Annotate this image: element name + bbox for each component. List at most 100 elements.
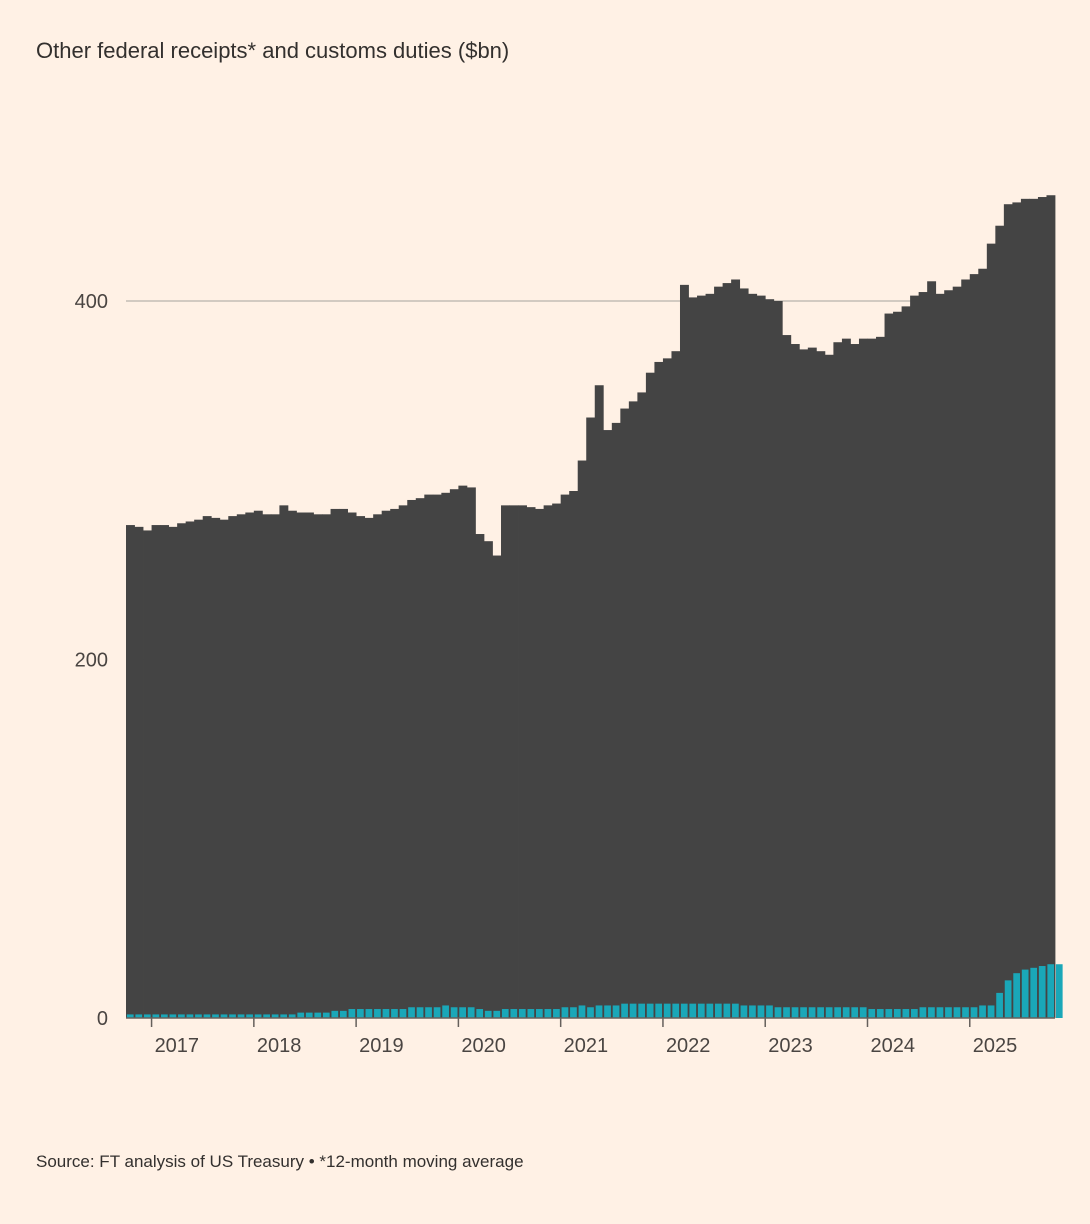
- bar: [807, 347, 817, 1018]
- bar: [501, 505, 510, 1019]
- x-tick-label: 2021: [564, 1035, 609, 1057]
- bar: [160, 1014, 168, 1018]
- bar: [978, 268, 988, 1018]
- bar: [135, 1014, 143, 1018]
- bar: [901, 306, 911, 1018]
- bar: [390, 508, 400, 1018]
- bar: [483, 541, 493, 1018]
- bar: [169, 1014, 177, 1018]
- bar: [663, 1003, 671, 1018]
- bar: [339, 1010, 347, 1018]
- x-tick-label: 2022: [666, 1035, 711, 1057]
- bar: [442, 1005, 449, 1018]
- bar: [535, 508, 545, 1018]
- bar: [518, 505, 527, 1019]
- bar: [476, 1009, 484, 1018]
- bar: [280, 1014, 288, 1018]
- bar: [288, 1014, 296, 1018]
- bar: [178, 1014, 185, 1018]
- bar: [220, 1014, 228, 1018]
- bar: [611, 422, 621, 1018]
- bar: [876, 336, 885, 1019]
- bar: [374, 1009, 381, 1018]
- bar: [952, 286, 962, 1018]
- bar: [304, 512, 314, 1018]
- bar: [1003, 204, 1013, 1018]
- chart-source-note: Source: FT analysis of US Treasury • *12…: [36, 1152, 524, 1171]
- bar: [194, 519, 204, 1018]
- bar: [1029, 198, 1039, 1018]
- bar: [425, 1007, 432, 1018]
- bar: [996, 992, 1003, 1018]
- bar: [270, 514, 280, 1018]
- bar: [688, 297, 698, 1018]
- bar: [544, 1009, 552, 1018]
- bar: [484, 1010, 492, 1018]
- bar: [245, 512, 255, 1018]
- bar: [219, 519, 229, 1018]
- bar: [766, 1005, 773, 1018]
- bar: [305, 1012, 313, 1018]
- bar: [424, 494, 434, 1019]
- bar: [783, 1007, 790, 1018]
- bar: [1020, 198, 1030, 1018]
- bar: [1021, 969, 1029, 1018]
- bar: [509, 505, 519, 1019]
- bar: [893, 311, 902, 1018]
- bar: [731, 279, 741, 1018]
- bar: [936, 1007, 944, 1018]
- bar: [279, 505, 289, 1019]
- x-tick-label: 2017: [155, 1035, 200, 1057]
- bar: [501, 1009, 509, 1018]
- bar: [570, 1007, 577, 1018]
- bar: [749, 1005, 756, 1018]
- bar: [1038, 966, 1046, 1018]
- bar: [143, 530, 152, 1018]
- bar: [1030, 967, 1038, 1018]
- bar: [935, 293, 945, 1019]
- bar: [134, 526, 144, 1018]
- bar: [168, 526, 178, 1018]
- bar: [621, 1003, 628, 1018]
- bar: [365, 1009, 373, 1018]
- bar: [510, 1009, 518, 1018]
- bar: [322, 1012, 330, 1018]
- x-tick-label: 2020: [461, 1035, 506, 1057]
- bar: [253, 510, 263, 1018]
- bar: [645, 372, 655, 1018]
- bar: [553, 1009, 560, 1018]
- bar: [186, 1014, 194, 1018]
- bar: [825, 1007, 833, 1018]
- bar: [953, 1007, 961, 1018]
- bar: [638, 1003, 645, 1018]
- bar: [287, 510, 297, 1018]
- bar: [723, 1003, 731, 1018]
- bar: [449, 489, 459, 1019]
- bar: [646, 1003, 654, 1018]
- bar: [459, 1007, 467, 1018]
- bar: [637, 392, 647, 1018]
- bar: [756, 295, 766, 1018]
- bar: [594, 385, 604, 1018]
- bar: [995, 225, 1005, 1019]
- bar: [970, 1007, 978, 1018]
- bar: [928, 1007, 935, 1018]
- bar: [961, 279, 971, 1018]
- bar: [143, 1014, 151, 1018]
- bar: [177, 523, 187, 1018]
- bar: [902, 1009, 910, 1018]
- bar: [1013, 973, 1021, 1018]
- bar: [330, 508, 340, 1018]
- bar: [885, 1009, 893, 1018]
- bar: [543, 505, 553, 1019]
- bar: [969, 274, 979, 1018]
- bar: [237, 1014, 245, 1018]
- x-tick-label: 2019: [359, 1035, 404, 1057]
- bar: [203, 1014, 211, 1018]
- bar: [254, 1014, 262, 1018]
- bar: [697, 295, 706, 1018]
- bar: [850, 344, 860, 1018]
- bar: [577, 460, 587, 1018]
- bar: [339, 508, 348, 1018]
